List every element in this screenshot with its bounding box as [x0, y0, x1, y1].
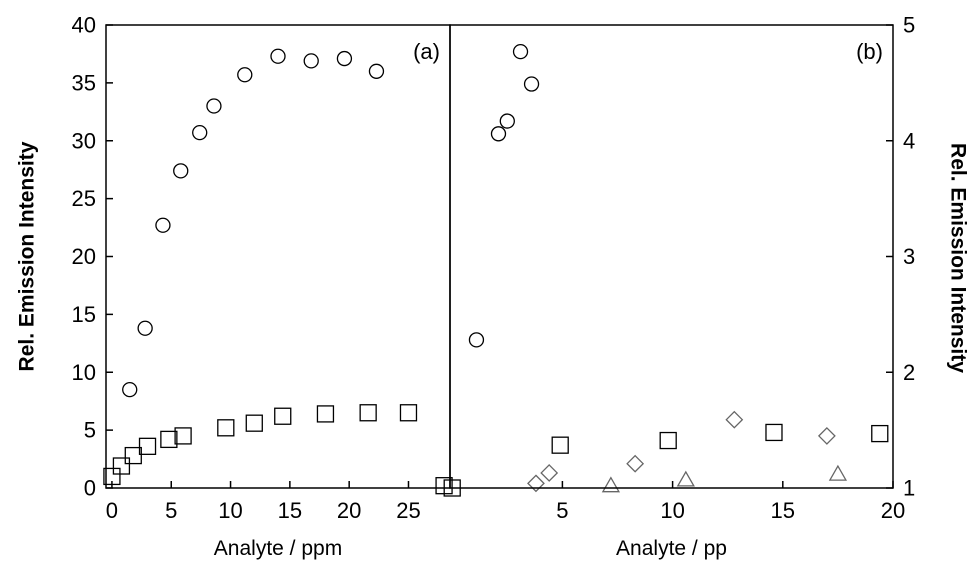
panel-a: 0 5 10 15 20 25 30 35 40 0 5 10 15 20 25 (a) Rel. Emi…: [16, 13, 453, 560]
x-tick-label: 15: [771, 498, 795, 523]
y-tick-label: 10: [72, 360, 96, 385]
x-tick-label: 15: [278, 498, 302, 523]
panel-a-y-axis-title: Rel. Emission Intensity: [16, 141, 39, 371]
panel-a-x-ticks: 0 5 10 15 20 25: [106, 481, 421, 523]
diamond-point: [540, 464, 559, 482]
triangle-point: [601, 476, 621, 493]
x-tick-label: 10: [218, 498, 242, 523]
diamond-point: [527, 474, 545, 493]
square-point: [160, 430, 178, 449]
panel-b-label: (b): [856, 39, 883, 64]
circle-point: [270, 48, 286, 64]
triangle-point: [828, 464, 848, 481]
diamond-point: [626, 454, 645, 473]
y-tick-label: 0: [84, 476, 96, 501]
panel-b-x-axis-title: Analyte / pp: [616, 537, 727, 560]
square-point: [551, 436, 569, 454]
square-point: [659, 431, 677, 450]
square-point: [274, 407, 292, 425]
circle-point: [303, 53, 319, 69]
circle-point: [192, 124, 208, 141]
y-tick-label: 5: [84, 418, 96, 443]
x-tick-label: 25: [396, 498, 420, 523]
y-tick-label: 40: [72, 13, 96, 38]
panel-b-points: [443, 43, 889, 497]
circle-point: [137, 320, 153, 336]
square-point: [217, 419, 235, 437]
panel-b-frame: [449, 24, 894, 489]
circle-point: [155, 217, 171, 233]
x-tick-label: 5: [556, 498, 568, 523]
circle-point: [122, 381, 138, 398]
y-tick-label: 5: [903, 13, 915, 38]
square-point: [765, 423, 783, 442]
square-point: [245, 414, 263, 432]
panel-b-x-ticks: 5 10 15 20: [556, 481, 905, 523]
y-tick-label: 2: [903, 360, 915, 385]
x-tick-label: 10: [660, 498, 684, 523]
diamond-point: [725, 410, 744, 429]
square-point: [871, 424, 889, 443]
y-tick-label: 35: [72, 70, 96, 95]
x-tick-label: 20: [337, 498, 361, 523]
y-tick-label: 3: [903, 244, 915, 269]
square-point: [103, 467, 121, 486]
square-point: [399, 404, 418, 422]
panel-a-y-ticks: 0 5 10 15 20 25 30 35 40: [72, 13, 113, 501]
panel-b-y-axis-title: Rel. Emission Intensity: [947, 143, 970, 373]
x-tick-label: 5: [165, 498, 177, 523]
y-tick-label: 25: [72, 186, 96, 211]
square-point: [316, 405, 335, 423]
circle-point: [468, 332, 485, 348]
circle-point: [368, 63, 385, 79]
square-point: [138, 437, 157, 455]
circle-point: [206, 98, 222, 114]
y-tick-label: 15: [72, 302, 96, 327]
square-point: [443, 479, 461, 497]
circle-point: [523, 76, 540, 92]
panel-a-x-axis-title: Analyte / ppm: [214, 537, 342, 560]
triangle-point: [676, 470, 695, 487]
circle-point: [512, 43, 529, 60]
x-tick-label: 20: [881, 498, 905, 523]
square-point: [112, 457, 131, 475]
panel-b-y-ticks: 1 2 3 4 5: [886, 13, 915, 501]
y-tick-label: 20: [72, 244, 96, 269]
circle-point: [237, 67, 253, 83]
diamond-point: [817, 426, 836, 445]
panel-a-label: (a): [413, 39, 440, 64]
square-point: [359, 404, 377, 422]
square-point: [124, 446, 142, 465]
y-tick-label: 1: [903, 476, 915, 501]
circle-point: [490, 126, 507, 142]
panel-a-frame: [105, 24, 451, 489]
y-tick-label: 4: [903, 128, 915, 153]
y-tick-label: 30: [72, 128, 96, 153]
panel-a-points: [103, 48, 453, 495]
x-tick-label: 0: [106, 498, 118, 523]
circle-point: [336, 50, 353, 67]
panel-b: 1 2 3 4 5 5 10 15 20 (b) Rel. Emission Intensit…: [443, 13, 970, 560]
square-point: [174, 427, 192, 445]
circle-point: [173, 163, 189, 179]
circle-point: [499, 113, 515, 129]
